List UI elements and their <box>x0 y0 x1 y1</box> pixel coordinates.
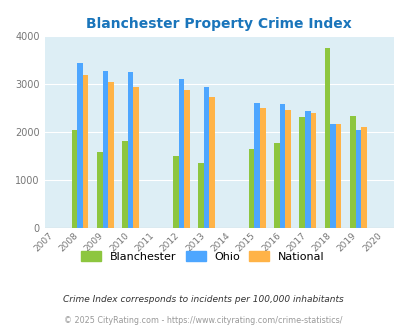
Bar <box>133 86 139 228</box>
Bar <box>285 110 290 228</box>
Title: Blanchester Property Crime Index: Blanchester Property Crime Index <box>86 17 351 31</box>
Bar <box>299 117 304 228</box>
Bar <box>203 86 209 228</box>
Bar <box>83 75 88 228</box>
Bar <box>72 130 77 228</box>
Bar <box>360 127 366 228</box>
Bar <box>324 48 330 228</box>
Bar <box>310 113 315 228</box>
Bar <box>102 71 108 228</box>
Bar <box>273 143 279 228</box>
Bar <box>128 72 133 228</box>
Text: Crime Index corresponds to incidents per 100,000 inhabitants: Crime Index corresponds to incidents per… <box>62 295 343 304</box>
Bar <box>279 104 285 228</box>
Bar <box>248 149 254 228</box>
Bar <box>198 163 203 228</box>
Bar <box>108 82 113 228</box>
Bar <box>304 111 310 228</box>
Bar <box>209 97 214 228</box>
Bar <box>178 79 183 228</box>
Text: © 2025 CityRating.com - https://www.cityrating.com/crime-statistics/: © 2025 CityRating.com - https://www.city… <box>64 316 341 325</box>
Legend: Blanchester, Ohio, National: Blanchester, Ohio, National <box>77 247 328 267</box>
Bar <box>335 124 341 228</box>
Bar <box>259 108 265 228</box>
Bar <box>349 116 355 228</box>
Bar <box>254 103 259 228</box>
Bar <box>355 130 360 228</box>
Bar <box>77 63 83 228</box>
Bar <box>122 141 128 228</box>
Bar <box>183 90 189 228</box>
Bar <box>173 156 178 228</box>
Bar <box>97 152 102 228</box>
Bar <box>330 124 335 228</box>
